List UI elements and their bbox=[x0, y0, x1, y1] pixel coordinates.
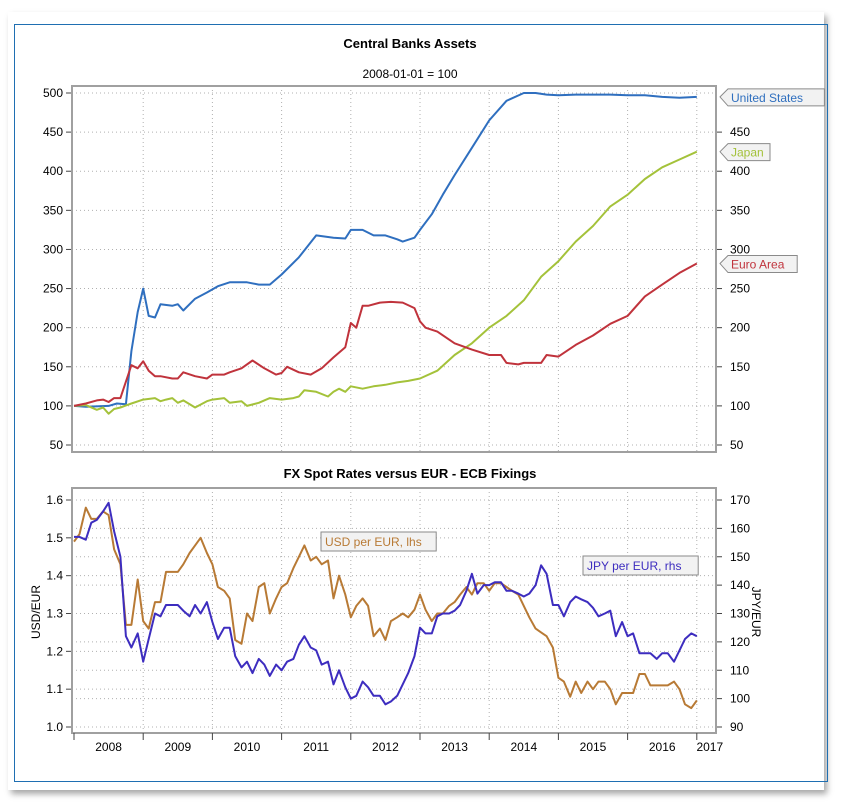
y-tick-label-left: 1.4 bbox=[46, 569, 63, 583]
y-tick-label-right: 150 bbox=[730, 550, 750, 564]
legend-text: USD per EUR, lhs bbox=[325, 535, 422, 549]
y-tick-label-right: 450 bbox=[730, 125, 750, 139]
y-tick-label-left: 200 bbox=[43, 321, 63, 335]
legend-box bbox=[582, 555, 699, 576]
bottom-axis-ticks: 1.0 1.1 1.2 1.3 1.4 1.5 1.6 90 100 110 120 130 140 15… bbox=[46, 493, 750, 734]
x-tick-label: 2013 bbox=[441, 740, 468, 754]
series-line-japan bbox=[73, 150, 698, 415]
end-label-japan: Japan bbox=[719, 143, 771, 162]
chart-frame bbox=[14, 24, 828, 782]
y-tick-label-right: 200 bbox=[730, 321, 750, 335]
y-tick-label-right: 400 bbox=[730, 164, 750, 178]
y-tick-label-right: 100 bbox=[730, 692, 750, 706]
x-tick-label: 2014 bbox=[510, 740, 537, 754]
bottom-series-lines bbox=[73, 501, 698, 710]
x-tick-label: 2009 bbox=[164, 740, 191, 754]
end-label-text: United States bbox=[731, 91, 803, 105]
x-tick-label: 2015 bbox=[580, 740, 607, 754]
end-label-text: Japan bbox=[731, 146, 764, 160]
top-gridlines bbox=[72, 86, 716, 452]
series-line-euro-area bbox=[73, 262, 698, 407]
y-tick-label-right: 160 bbox=[730, 521, 750, 535]
y-tick-label-right: 350 bbox=[730, 203, 750, 217]
top-series-lines bbox=[73, 92, 698, 415]
y-tick-label-left: 250 bbox=[43, 282, 63, 296]
top-axis-ticks: 50 100 150 200 250 300 350 400 450 500 50 100 150 200… bbox=[43, 86, 750, 452]
end-label-united-states: United States bbox=[719, 88, 825, 107]
y-tick-label-left: 150 bbox=[43, 360, 63, 374]
end-label-text: Euro Area bbox=[731, 258, 785, 272]
y-axis-label-left: USD/EUR bbox=[29, 585, 43, 639]
series-line-usd-per-eur bbox=[73, 506, 698, 710]
top-chart-subtitle: 2008-01-01 = 100 bbox=[362, 67, 457, 81]
x-tick-label: 2012 bbox=[372, 740, 399, 754]
y-tick-label-left: 450 bbox=[43, 125, 63, 139]
end-label-euro-area: Euro Area bbox=[719, 255, 798, 274]
y-tick-label-right: 170 bbox=[730, 493, 750, 507]
end-label-box bbox=[719, 88, 825, 107]
x-tick-label: 2017 bbox=[696, 740, 723, 754]
y-tick-label-right: 50 bbox=[730, 438, 744, 452]
legend-text: JPY per EUR, rhs bbox=[587, 559, 681, 573]
x-tick-label: 2010 bbox=[234, 740, 261, 754]
y-tick-label-left: 300 bbox=[43, 242, 63, 256]
y-tick-label-left: 100 bbox=[43, 399, 63, 413]
end-label-box bbox=[719, 255, 798, 274]
y-axis-label-right: JPY/EUR bbox=[749, 587, 763, 638]
y-tick-label-left: 400 bbox=[43, 164, 63, 178]
x-tick-label: 2011 bbox=[303, 740, 329, 754]
top-chart-title: Central Banks Assets bbox=[343, 36, 476, 51]
y-tick-label-left: 1.3 bbox=[46, 607, 63, 621]
series-line-united-states bbox=[73, 92, 697, 408]
y-tick-label-right: 150 bbox=[730, 360, 750, 374]
y-tick-label-right: 120 bbox=[730, 635, 750, 649]
top-plot-area bbox=[71, 85, 717, 453]
legend-box bbox=[320, 531, 437, 552]
y-tick-label-right: 110 bbox=[730, 663, 749, 677]
y-tick-label-left: 1.2 bbox=[46, 644, 63, 658]
y-tick-label-right: 300 bbox=[730, 242, 750, 256]
y-tick-label-right: 130 bbox=[730, 607, 750, 621]
bottom-gridlines bbox=[72, 488, 716, 733]
y-tick-label-left: 1.6 bbox=[46, 493, 63, 507]
y-tick-label-left: 350 bbox=[43, 203, 63, 217]
top-end-labels: United States Japan Euro Area bbox=[719, 88, 825, 274]
series-line-jpy-per-eur bbox=[74, 501, 698, 706]
x-tick-label: 2008 bbox=[95, 740, 122, 754]
bottom-legend-labels: USD per EUR, lhs JPY per EUR, rhs bbox=[320, 531, 699, 576]
end-label-box bbox=[719, 143, 771, 162]
y-tick-label-left: 500 bbox=[43, 86, 63, 100]
y-tick-label-left: 1.1 bbox=[46, 682, 63, 696]
y-tick-label-right: 90 bbox=[730, 720, 744, 734]
y-tick-label-left: 1.0 bbox=[46, 720, 63, 734]
legend-label-jpy: JPY per EUR, rhs bbox=[582, 555, 699, 576]
y-tick-label-right: 140 bbox=[730, 578, 750, 592]
x-tick-label: 2016 bbox=[649, 740, 676, 754]
y-tick-label-right: 100 bbox=[730, 399, 750, 413]
y-tick-label-right: 250 bbox=[730, 282, 750, 296]
x-axis-ticks: 2008 2009 2010 2011 2012 2013 2014 2015 2016 2017 bbox=[73, 733, 723, 754]
legend-label-usd: USD per EUR, lhs bbox=[320, 531, 437, 552]
bottom-plot-area bbox=[71, 487, 717, 734]
y-tick-label-left: 1.5 bbox=[46, 531, 63, 545]
y-tick-label-left: 50 bbox=[50, 438, 64, 452]
bottom-chart-title: FX Spot Rates versus EUR - ECB Fixings bbox=[284, 466, 537, 481]
